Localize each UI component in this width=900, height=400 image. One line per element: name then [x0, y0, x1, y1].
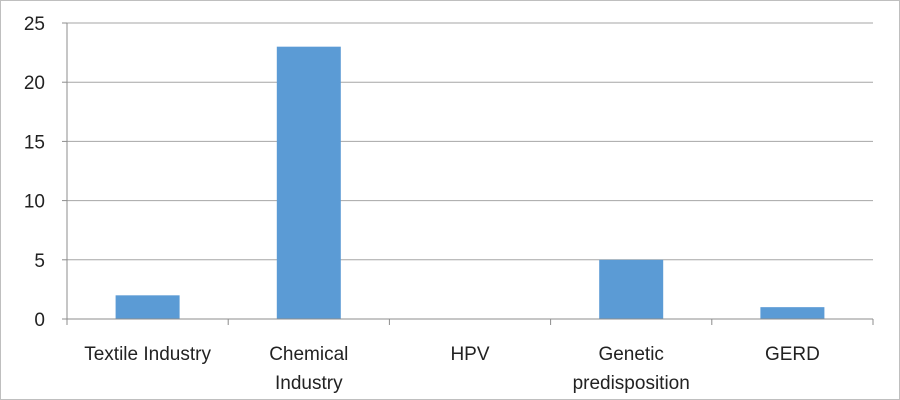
x-tick-label-line: HPV — [450, 344, 489, 365]
bar — [760, 307, 825, 319]
x-tick-label: Textile Industry — [84, 344, 211, 365]
y-tick-label: 10 — [24, 192, 45, 213]
y-tick-label: 5 — [34, 251, 45, 272]
x-tick-label-line: Industry — [275, 373, 343, 394]
y-tick-label: 25 — [24, 14, 45, 35]
x-tick-label: HPV — [450, 344, 489, 365]
y-tick-label: 0 — [34, 310, 45, 331]
x-tick-label: Genetic predisposition — [573, 344, 690, 394]
x-tick-label: GERD — [765, 344, 820, 365]
y-tick-label: 15 — [24, 132, 45, 153]
x-tick-label-line: Genetic — [598, 344, 663, 365]
bar — [276, 46, 341, 320]
x-tick-label-line: GERD — [765, 344, 820, 365]
x-tick-label-line: Textile Industry — [84, 344, 211, 365]
x-tick-label-line: Chemical — [269, 344, 348, 365]
bar — [115, 295, 180, 319]
bar — [599, 259, 664, 319]
x-tick-label-line: predisposition — [573, 373, 690, 394]
x-tick-label: Chemical Industry — [269, 344, 348, 394]
y-tick-label: 20 — [24, 73, 45, 94]
